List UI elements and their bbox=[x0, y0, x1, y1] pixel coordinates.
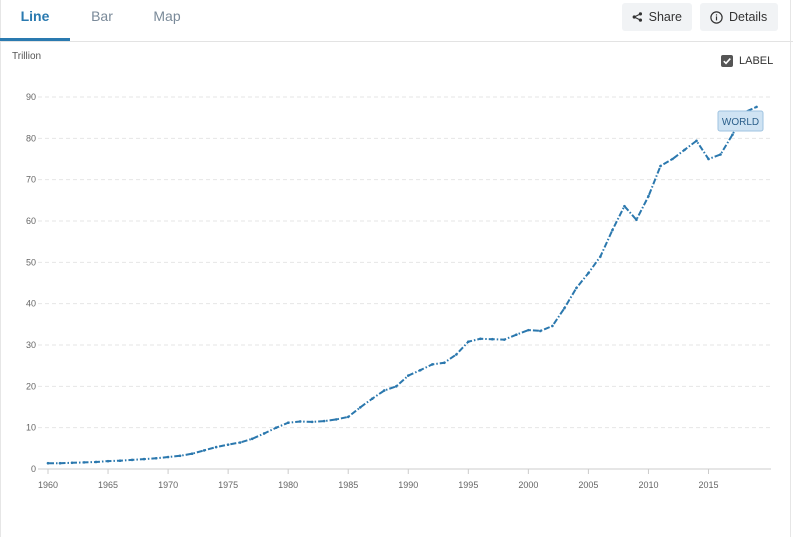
details-button[interactable]: Details bbox=[700, 3, 778, 31]
label-checkbox[interactable] bbox=[721, 55, 733, 67]
details-label: Details bbox=[729, 10, 768, 24]
chart-type-tabs: Line Bar Map Share Details bbox=[0, 0, 793, 42]
tab-map[interactable]: Map bbox=[153, 8, 181, 24]
active-tab-indicator bbox=[0, 38, 70, 41]
label-toggle-text: LABEL bbox=[739, 55, 774, 67]
tab-line[interactable]: Line bbox=[20, 8, 50, 24]
share-icon bbox=[632, 12, 643, 22]
info-icon bbox=[710, 10, 723, 24]
label-toggle[interactable]: LABEL bbox=[721, 55, 773, 67]
tab-bar[interactable]: Bar bbox=[91, 8, 113, 24]
share-button[interactable]: Share bbox=[622, 3, 692, 31]
checkmark-icon bbox=[723, 58, 731, 65]
share-label: Share bbox=[648, 10, 682, 24]
